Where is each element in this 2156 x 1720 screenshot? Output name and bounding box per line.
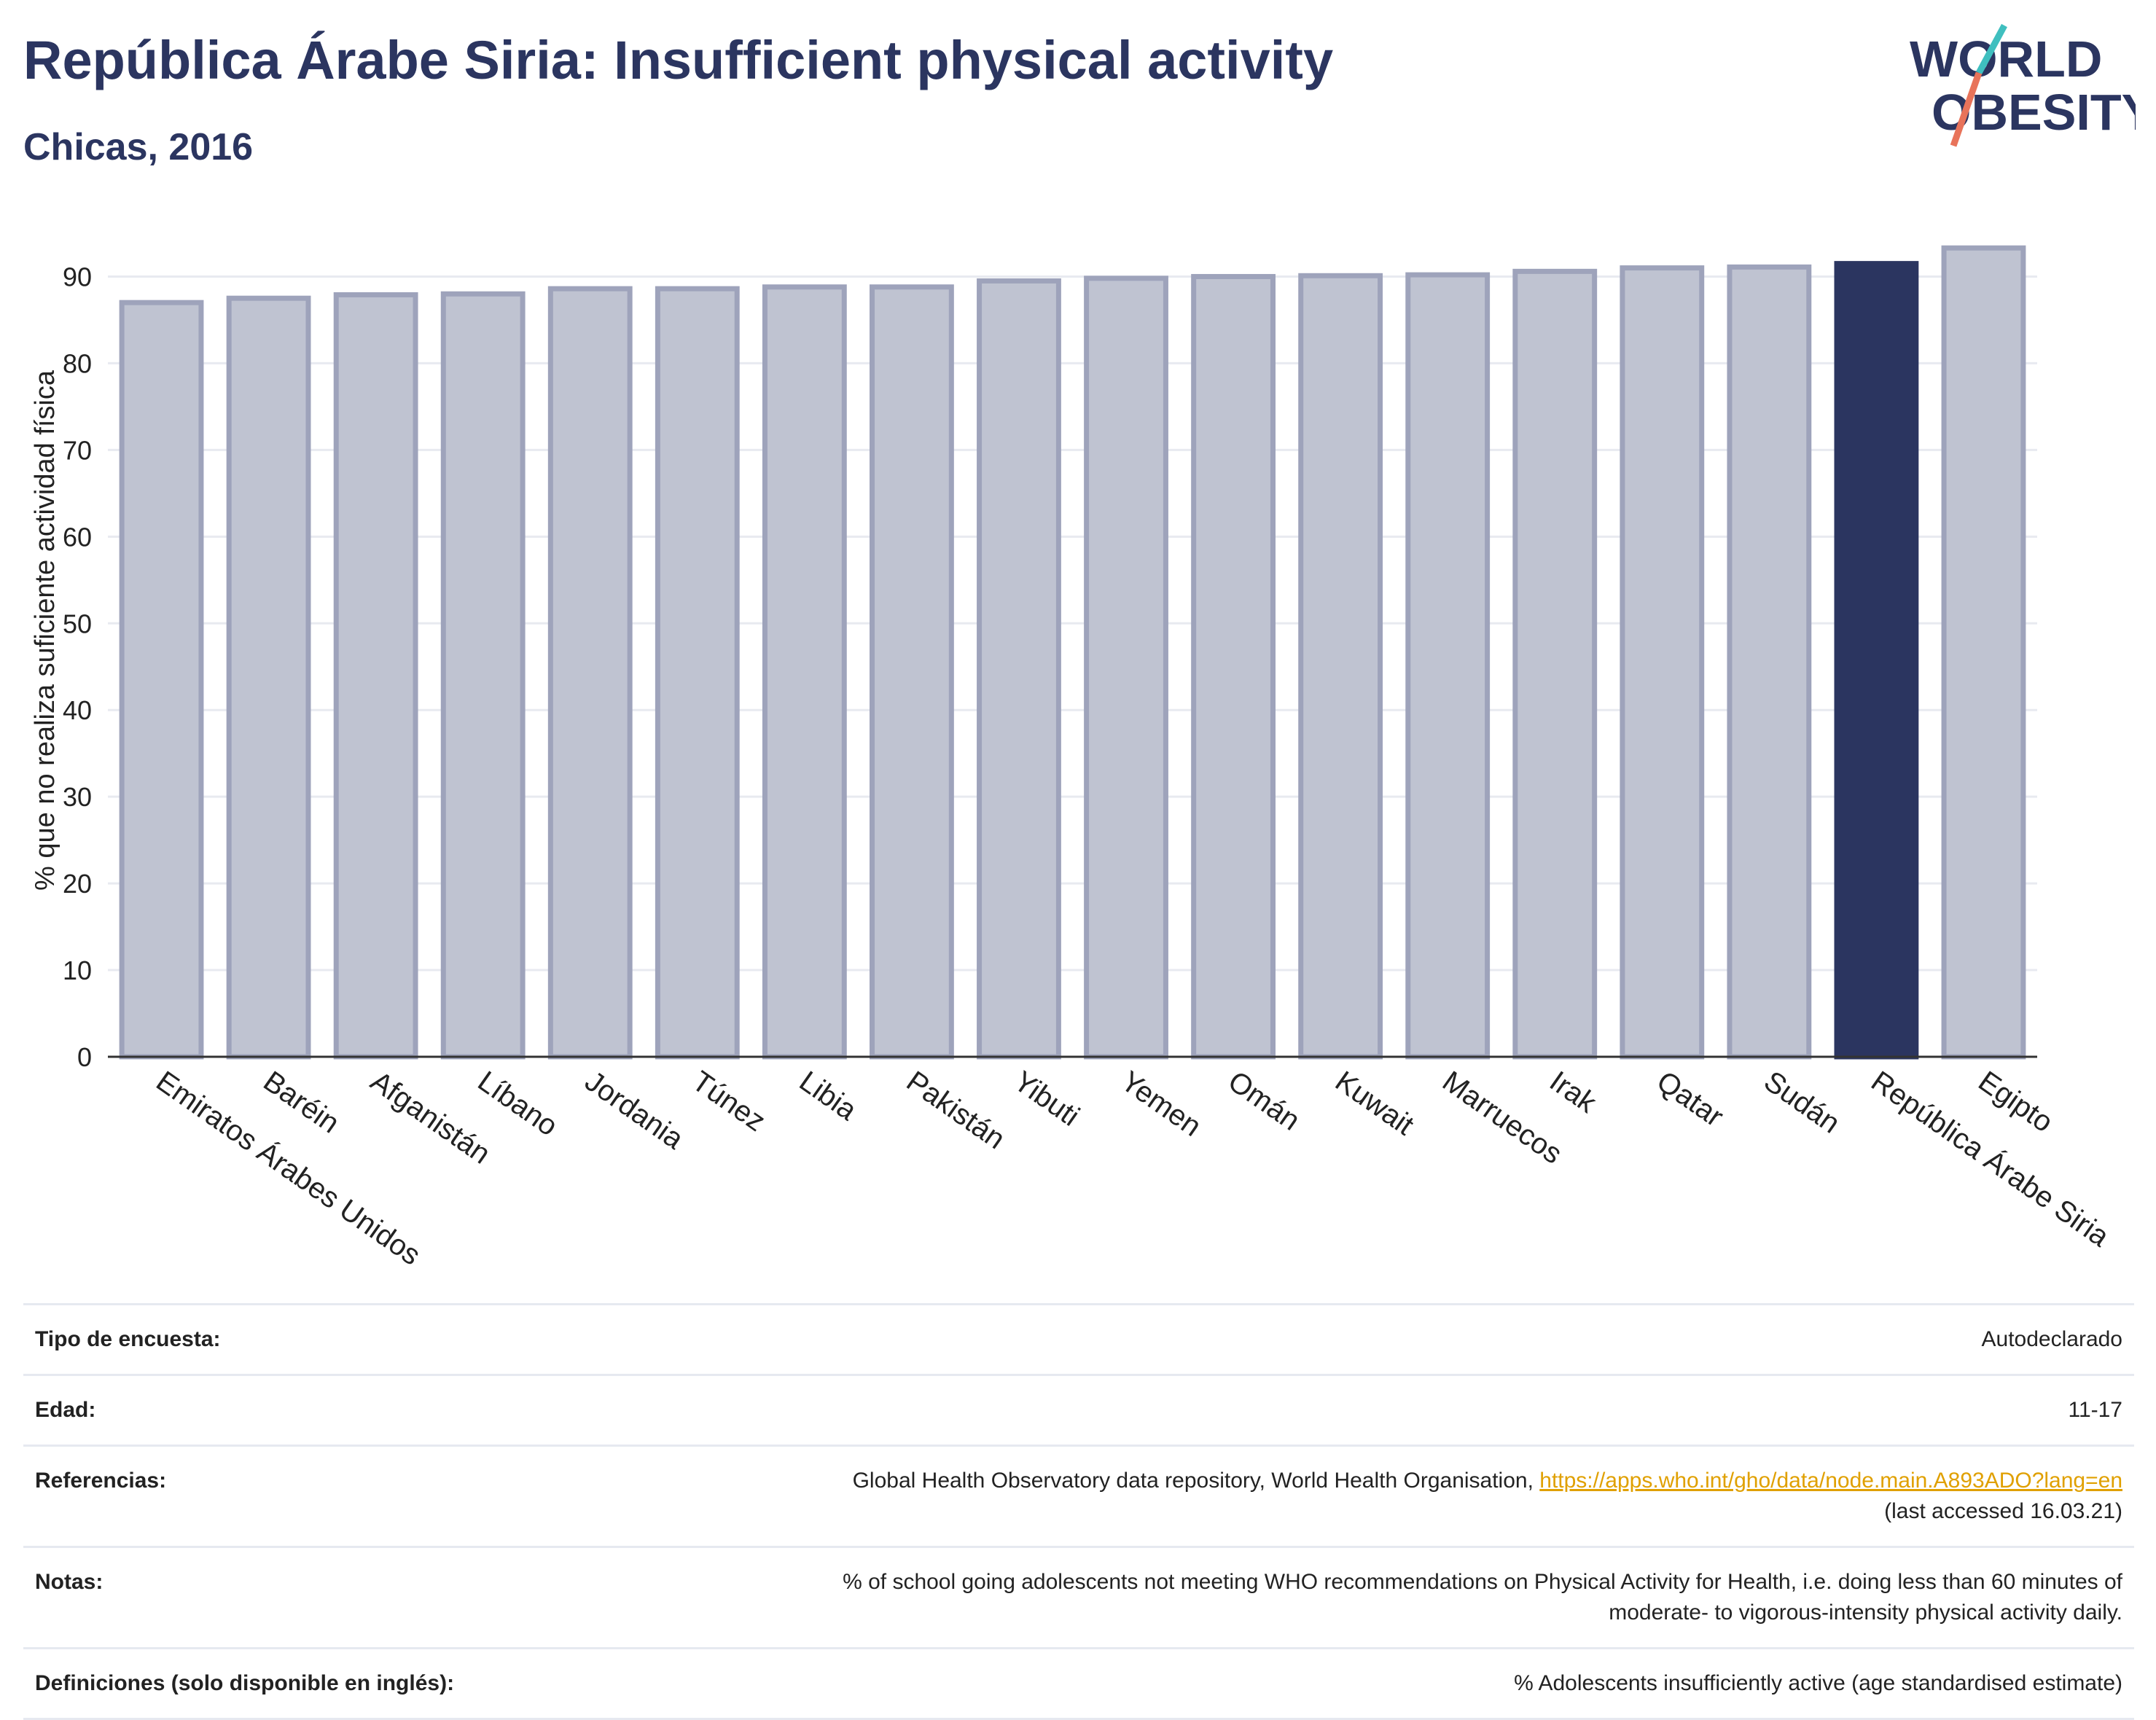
bar xyxy=(440,291,526,1060)
y-tick-label: 80 xyxy=(63,348,92,378)
y-tick-label: 20 xyxy=(63,869,92,899)
bar-chart: 0 10 20 30 40 50 60 70 80 90 % que no realiza sufi… xyxy=(30,245,2116,1272)
bar xyxy=(1834,261,1919,1060)
x-tick-label: Yibuti xyxy=(1008,1065,1085,1133)
bar xyxy=(870,284,954,1060)
logo-line1: WORLD xyxy=(1910,31,2102,87)
references-link[interactable]: https://apps.who.int/gho/data/node.main.… xyxy=(1539,1469,2122,1493)
x-tick-label: Jordania xyxy=(579,1065,690,1155)
x-tick-label: Egipto xyxy=(1972,1065,2058,1138)
x-tick-label: Sudán xyxy=(1758,1065,1846,1139)
y-tick-label: 50 xyxy=(63,609,92,638)
x-tick-label: Líbano xyxy=(472,1065,563,1142)
bar xyxy=(1620,265,1705,1060)
references-label: Referencias: xyxy=(23,1445,601,1547)
bar xyxy=(1727,264,1812,1060)
y-tick-label: 30 xyxy=(63,782,92,812)
bar xyxy=(1941,245,2026,1060)
y-axis-label: % que no realiza suficiente actividad fí… xyxy=(30,370,60,891)
references-text: Global Health Observatory data repositor… xyxy=(852,1469,1540,1493)
bar xyxy=(333,292,418,1060)
world-obesity-logo: WORLD OBESITY xyxy=(1910,23,2136,147)
age-label: Edad: xyxy=(23,1374,601,1446)
x-tick-label: Pakistán xyxy=(901,1065,1011,1155)
y-tick-label: 0 xyxy=(77,1042,92,1072)
bar xyxy=(226,295,311,1060)
info-row-age: Edad: 11-17 xyxy=(23,1374,2134,1446)
bar xyxy=(547,286,633,1060)
y-tick-label: 70 xyxy=(63,435,92,465)
x-tick-label: Yemen xyxy=(1115,1065,1207,1143)
x-tick-label: Omán xyxy=(1222,1065,1305,1137)
notes-line2: moderate- to vigorous-intensity physical… xyxy=(1609,1600,2122,1625)
bar xyxy=(1191,273,1276,1060)
x-tick-label: Irak xyxy=(1544,1065,1603,1119)
info-row-notes: Notas: % of school going adolescents not… xyxy=(23,1546,2134,1649)
x-tick-label: Libia xyxy=(794,1065,863,1127)
definitions-label: Definiciones (solo disponible en inglés)… xyxy=(23,1647,601,1720)
y-tick-label: 60 xyxy=(63,522,92,552)
survey-value: Autodeclarado xyxy=(601,1303,2134,1375)
y-tick-label: 90 xyxy=(63,262,92,292)
survey-label: Tipo de encuesta: xyxy=(23,1303,601,1375)
x-tick-label: Qatar xyxy=(1651,1065,1729,1133)
x-tick-label: Túnez xyxy=(687,1065,771,1138)
page-subtitle: Chicas, 2016 xyxy=(23,126,254,168)
x-tick-label: Baréin xyxy=(257,1065,345,1139)
age-value: 11-17 xyxy=(601,1374,2134,1446)
bar xyxy=(1405,272,1491,1060)
bar xyxy=(655,286,740,1060)
definitions-value: % Adolescents insufficiently active (age… xyxy=(601,1647,2134,1720)
info-row-references: Referencias: Global Health Observatory d… xyxy=(23,1445,2134,1547)
bar xyxy=(1512,268,1598,1060)
x-tick-label: Kuwait xyxy=(1329,1065,1420,1141)
notes-line1: % of school going adolescents not meetin… xyxy=(843,1570,2122,1594)
bar xyxy=(762,284,847,1060)
info-row-survey: Tipo de encuesta: Autodeclarado xyxy=(23,1303,2134,1375)
info-row-definitions: Definiciones (solo disponible en inglés)… xyxy=(23,1647,2134,1720)
bar xyxy=(1084,275,1168,1060)
bar xyxy=(119,300,204,1060)
references-accessed: (last accessed 16.03.21) xyxy=(1884,1499,2122,1523)
x-tick-label: Afganistán xyxy=(364,1065,496,1170)
info-table: Tipo de encuesta: Autodeclarado Edad: 11… xyxy=(23,1303,2134,1720)
y-tick-label: 10 xyxy=(63,955,92,985)
page-title: República Árabe Siria: Insufficient phys… xyxy=(23,30,1334,90)
notes-label: Notas: xyxy=(23,1546,601,1649)
bar xyxy=(977,278,1061,1060)
bar xyxy=(1298,273,1383,1060)
y-tick-label: 40 xyxy=(63,695,92,725)
x-tick-label: Marruecos xyxy=(1437,1065,1568,1170)
